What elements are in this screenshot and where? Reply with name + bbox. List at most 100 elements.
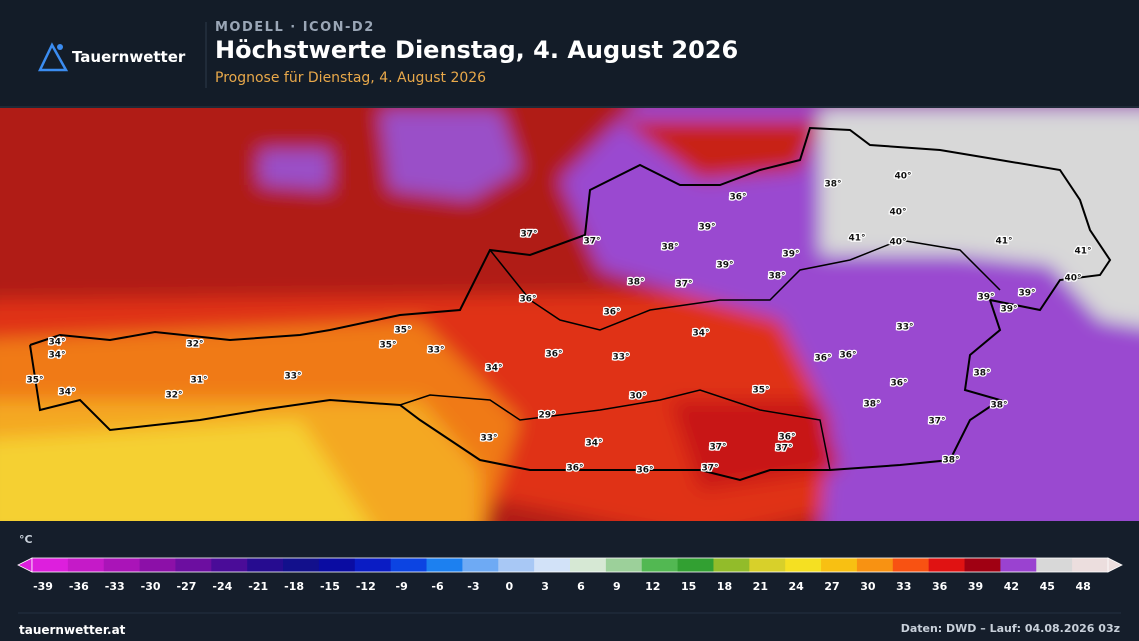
colorbar-segment xyxy=(785,558,822,572)
colorbar-segment xyxy=(641,558,679,572)
footer-site: tauernwetter.at xyxy=(19,623,126,637)
header-bg xyxy=(0,0,1139,108)
colorbar-segment xyxy=(283,558,320,572)
title: Höchstwerte Dienstag, 4. August 2026 xyxy=(215,36,738,64)
colorbar-segment xyxy=(247,558,284,572)
temperature-label: 30° xyxy=(629,392,646,402)
colorbar-segment xyxy=(713,558,750,572)
temperature-label: 36° xyxy=(603,308,620,318)
temperature-label: 38° xyxy=(824,180,841,190)
legend-tick-label: -27 xyxy=(177,580,197,593)
colorbar-segment xyxy=(67,558,105,572)
temperature-label: 32° xyxy=(186,340,203,350)
colorbar-segment xyxy=(534,558,571,572)
temperature-label: 38° xyxy=(973,369,990,379)
colorbar-segment xyxy=(1072,558,1109,572)
country-border xyxy=(29,126,1112,482)
legend-unit: °C xyxy=(19,533,33,546)
legend-tick-label: -21 xyxy=(248,580,268,593)
temperature-label: 39° xyxy=(782,250,799,260)
legend-tick-label: -39 xyxy=(33,580,53,593)
temperature-label: 34° xyxy=(485,364,502,374)
temperature-label: 40° xyxy=(894,172,911,182)
colorbar-segment xyxy=(175,558,212,572)
colorbar-segment xyxy=(498,558,535,572)
legend-tick-label: 0 xyxy=(505,580,513,593)
temperature-label: 31° xyxy=(190,376,207,386)
temperature-label: 36° xyxy=(519,295,536,305)
temperature-label: 38° xyxy=(627,278,644,288)
legend-bg xyxy=(0,521,1139,641)
temperature-label: 39° xyxy=(716,261,733,271)
temperature-label: 40° xyxy=(889,238,906,248)
temperature-label: 29° xyxy=(538,411,555,421)
temperature-label: 37° xyxy=(675,280,692,290)
colorbar-segment xyxy=(426,558,463,572)
colorbar-segment xyxy=(139,558,176,572)
map-labels: 34°34°35°34°32°31°32°33°35°35° 33°34°36° 3… xyxy=(25,170,1093,477)
temperature-label: 34° xyxy=(48,351,65,361)
temperature-label: 41° xyxy=(848,234,865,244)
temperature-label: 34° xyxy=(692,329,709,339)
legend-tick-label: 9 xyxy=(613,580,621,593)
colorbar-segment xyxy=(1000,558,1037,572)
model: MODELL · ICON-D2 xyxy=(215,20,375,35)
legend-tick-label: 18 xyxy=(717,580,732,593)
colorbar-segment xyxy=(1036,558,1073,572)
temperature-label: 40° xyxy=(889,208,906,218)
legend-tick-label: 45 xyxy=(1040,580,1055,593)
colorbar-segment xyxy=(856,558,894,572)
temperature-label: 37° xyxy=(775,444,792,454)
legend-tick-label: -12 xyxy=(356,580,376,593)
legend-tick-label: -15 xyxy=(320,580,340,593)
temperature-label: 39° xyxy=(1018,289,1035,299)
legend-tick-label: -24 xyxy=(212,580,232,593)
temperature-label: 37° xyxy=(520,230,537,240)
temperature-field xyxy=(0,108,1139,521)
legend-tick-label: 39 xyxy=(968,580,983,593)
temperature-label: 36° xyxy=(839,351,856,361)
temperature-label: 39° xyxy=(1000,305,1017,315)
temperature-label: 33° xyxy=(896,323,913,333)
legend-tick-label: -30 xyxy=(141,580,161,593)
temperature-label: 34° xyxy=(48,338,65,348)
temperature-label: 34° xyxy=(585,439,602,449)
temperature-label: 36° xyxy=(729,193,746,203)
temperature-label: 35° xyxy=(379,341,396,351)
map xyxy=(0,108,1139,521)
temperature-label: 40° xyxy=(1064,274,1081,284)
legend-tick-label: 24 xyxy=(789,580,805,593)
temperature-label: 35° xyxy=(26,376,43,386)
colorbar-frame xyxy=(31,557,1109,573)
temperature-label: 34° xyxy=(58,388,75,398)
legend-tick-label: -6 xyxy=(431,580,444,593)
temperature-label: 36° xyxy=(636,466,653,476)
subtitle: Prognose für Dienstag, 4. August 2026 xyxy=(215,70,486,86)
temperature-label: 38° xyxy=(661,243,678,253)
legend-tick-label: 42 xyxy=(1004,580,1019,593)
colorbar-segment xyxy=(928,558,966,572)
temperature-label: 36° xyxy=(890,379,907,389)
legend-tick-label: -36 xyxy=(69,580,89,593)
colorbar-segment xyxy=(570,558,607,572)
legend-tick-label: -3 xyxy=(467,580,479,593)
legend-tick-label: 3 xyxy=(541,580,549,593)
legend-tick-label: -33 xyxy=(105,580,125,593)
colorbar-segment xyxy=(892,558,930,572)
temperature-label: 41° xyxy=(1074,247,1091,257)
colorbar-segment xyxy=(211,558,248,572)
temperature-label: 35° xyxy=(394,326,411,336)
colorbar-segment xyxy=(32,558,69,572)
temperature-label: 38° xyxy=(942,456,959,466)
temperature-label: 35° xyxy=(752,386,769,396)
colorbar-segment xyxy=(605,558,643,572)
colorbar-segment xyxy=(354,558,392,572)
colorbar-segment xyxy=(821,558,858,572)
colorbar-segment xyxy=(103,558,141,572)
state-border xyxy=(399,389,831,471)
legend-tick-label: 48 xyxy=(1075,580,1090,593)
temperature-label: 33° xyxy=(427,346,444,356)
temperature-label: 36° xyxy=(778,433,795,443)
temperature-label: 33° xyxy=(284,372,301,382)
